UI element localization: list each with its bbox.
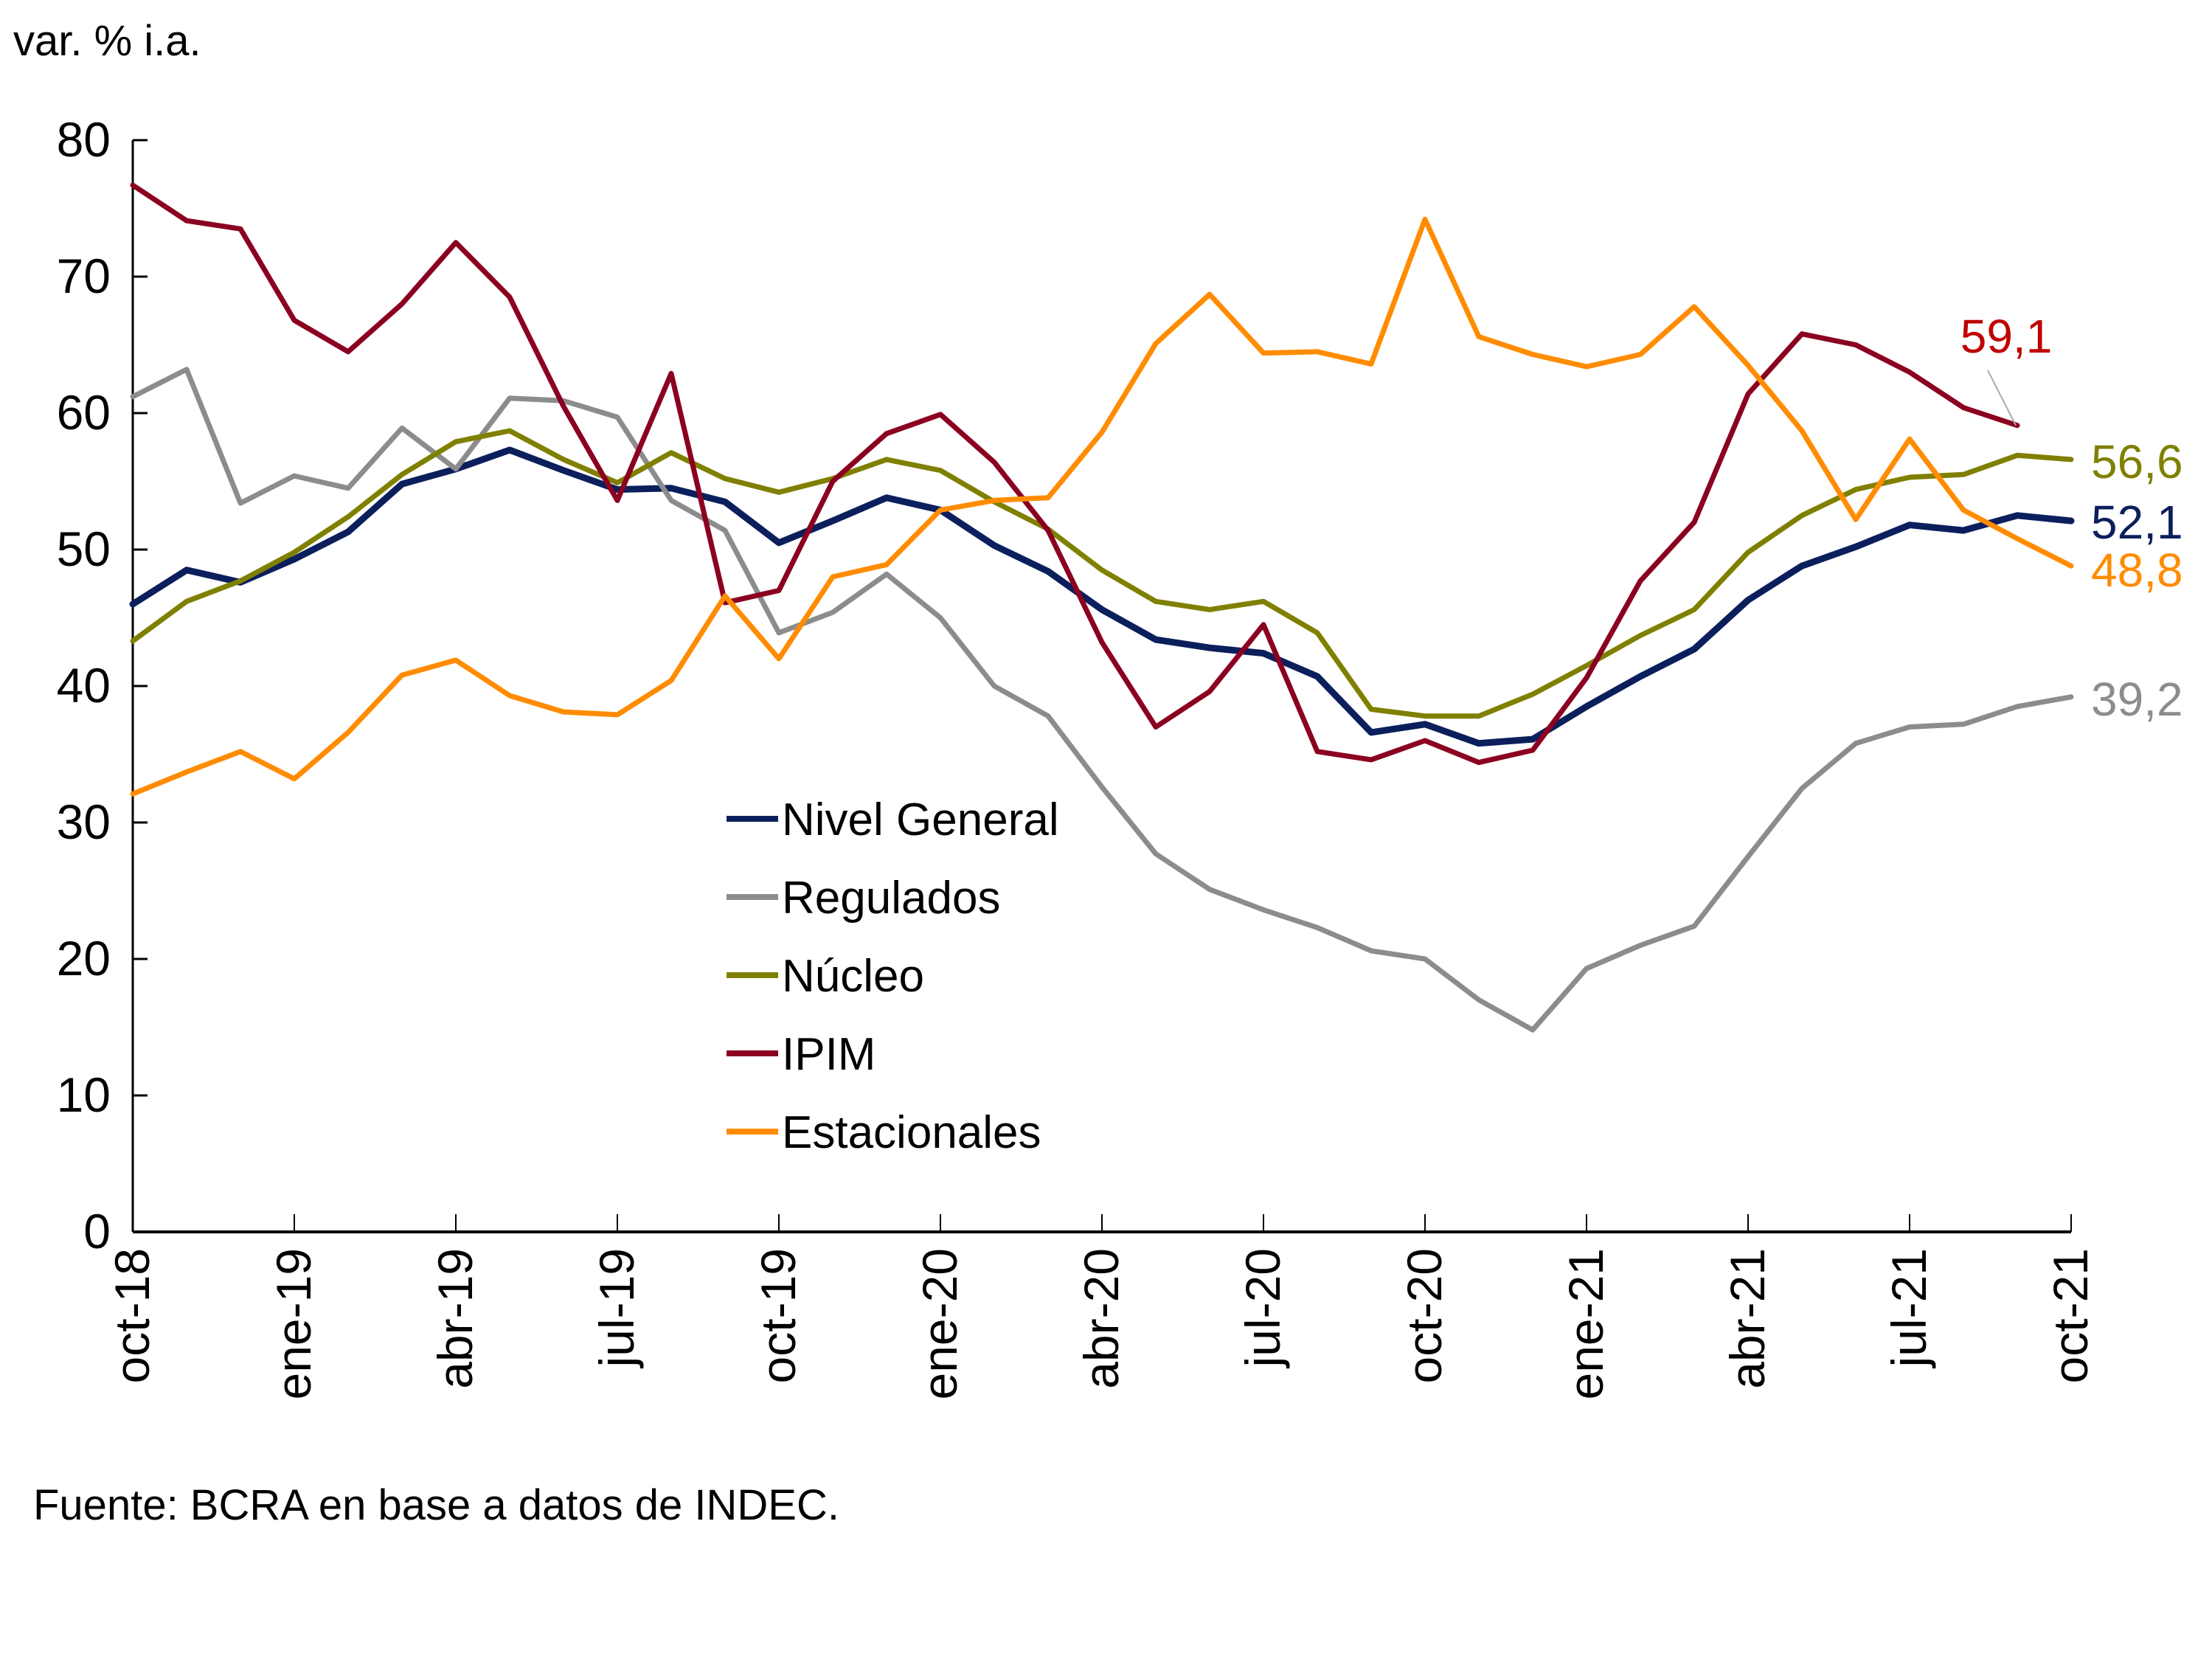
x-tick-label: jul-21 bbox=[1882, 1248, 1936, 1368]
x-tick-label: abr-21 bbox=[1720, 1248, 1775, 1389]
legend-label: Regulados bbox=[782, 873, 1000, 924]
x-tick-label: abr-20 bbox=[1074, 1248, 1128, 1389]
legend-label: Nivel General bbox=[782, 794, 1059, 845]
series-lines bbox=[129, 182, 2075, 1033]
end-value-label: 52,1 bbox=[2091, 496, 2183, 549]
legend-label: IPIM bbox=[782, 1029, 876, 1080]
y-axis-unit-label: var. % i.a. bbox=[13, 17, 201, 65]
series-line-nivel-general bbox=[129, 446, 2075, 747]
y-tick-label: 70 bbox=[57, 249, 111, 303]
y-tick-label: 30 bbox=[57, 794, 111, 849]
end-value-label: 48,8 bbox=[2091, 544, 2183, 597]
legend-label: Núcleo bbox=[782, 951, 924, 1002]
legend: Nivel General Regulados Núcleo IPIM Estacion… bbox=[727, 794, 1059, 1158]
y-tick-label: 40 bbox=[57, 658, 111, 713]
x-tick-label: oct-21 bbox=[2043, 1248, 2098, 1383]
y-tick-label: 50 bbox=[57, 522, 111, 576]
x-tick-label: oct-19 bbox=[751, 1248, 805, 1383]
x-tick-label: abr-19 bbox=[428, 1248, 482, 1389]
end-value-label: 56,6 bbox=[2091, 435, 2183, 488]
series-line-n-cleo bbox=[130, 428, 2074, 719]
y-tick-label: 80 bbox=[57, 112, 111, 167]
y-tick-label: 10 bbox=[57, 1067, 111, 1122]
x-tick-label: ene-19 bbox=[266, 1248, 321, 1400]
end-value-label: 39,2 bbox=[2091, 673, 2183, 726]
x-tick-label: jul-19 bbox=[589, 1248, 644, 1368]
source-note: Fuente: BCRA en base a datos de INDEC. bbox=[33, 1481, 839, 1529]
end-labels: 52,1 39,2 56,6 59,1 48,8 bbox=[1960, 310, 2183, 726]
legend-label: Estacionales bbox=[782, 1107, 1041, 1158]
axes: 0 10 20 30 40 50 60 70 80 oct-18 ene-19 abr-19 jul-1… bbox=[57, 112, 2098, 1400]
y-tick-label: 0 bbox=[83, 1204, 111, 1258]
end-value-label: 59,1 bbox=[1960, 310, 2053, 363]
x-tick-label: jul-20 bbox=[1235, 1248, 1290, 1368]
series-line-regulados bbox=[130, 367, 2074, 1033]
y-tick-label: 60 bbox=[57, 385, 111, 440]
x-tick-label: ene-20 bbox=[912, 1248, 967, 1400]
y-tick-label: 20 bbox=[57, 931, 111, 986]
x-tick-label: ene-21 bbox=[1559, 1248, 1613, 1400]
series-line-estacionales bbox=[130, 216, 2074, 797]
x-tick-label: oct-20 bbox=[1397, 1248, 1452, 1383]
series-line-ipim bbox=[130, 182, 2020, 766]
x-tick-label: oct-18 bbox=[105, 1248, 159, 1383]
annotation-leader-line bbox=[1987, 370, 2017, 426]
